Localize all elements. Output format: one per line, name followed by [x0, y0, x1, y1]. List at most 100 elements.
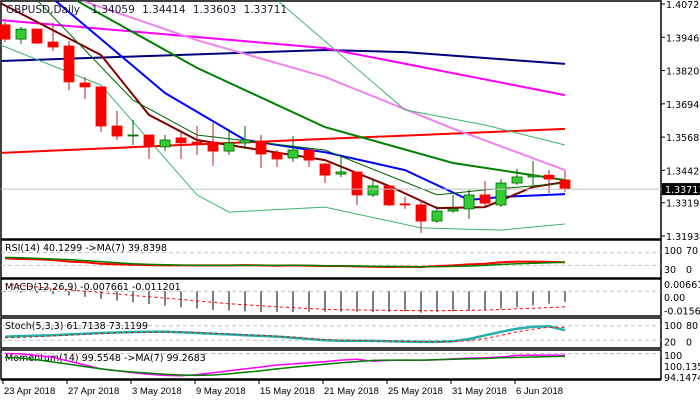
low-value: 1.33603	[193, 4, 236, 16]
candle	[399, 197, 411, 209]
price-tick-label: 1.39460	[666, 33, 700, 44]
candle	[63, 40, 75, 91]
candle-body	[543, 174, 555, 180]
candle	[255, 134, 267, 168]
macd-axis-label: 0.00	[664, 293, 685, 304]
candle	[351, 171, 363, 205]
macd-panel[interactable]: MACD(12,26,9) -0.007661 -0.011201 0.00661…	[0, 278, 700, 318]
price-tick-label: 1.34420	[666, 166, 700, 177]
candle	[303, 149, 315, 167]
candle	[271, 150, 283, 167]
candle-body	[63, 45, 75, 83]
candle	[239, 126, 251, 149]
candlesticks	[0, 21, 571, 233]
bollinger-upper-line	[277, 1, 566, 146]
candle	[31, 28, 43, 44]
candle-body	[0, 24, 11, 40]
open-value: 1.34059	[91, 4, 134, 16]
candle-body	[143, 134, 155, 147]
candle	[415, 199, 427, 233]
candle-body	[303, 149, 315, 161]
stoch-axis-label: 20	[664, 338, 676, 349]
candle-body	[463, 194, 475, 210]
candle-body	[319, 163, 331, 176]
candle	[143, 134, 155, 160]
stoch-main-line	[4, 325, 566, 344]
current-price-label: 1.33711	[665, 185, 700, 196]
candle	[175, 129, 187, 160]
momentum-ma-line	[4, 355, 566, 377]
candle	[223, 128, 235, 156]
candle	[431, 206, 443, 223]
time-axis: 23 Apr 2018 27 Apr 2018 3 May 2018 9 May 20…	[2, 380, 563, 397]
candle-body	[31, 28, 43, 44]
macd-axis-label: -0.015688	[664, 307, 700, 318]
candle-body	[15, 28, 27, 40]
rsi-axis-label: 0	[686, 265, 692, 276]
rsi-axis-label: 70	[686, 246, 698, 257]
rsi-axis-label: 100	[664, 246, 682, 257]
price-tick-label: 1.33195	[666, 199, 700, 210]
momentum-axis-label: 94.1474	[664, 373, 700, 384]
momentum-panel[interactable]: Momentum(14) 99.5548 ->MA(7) 99.2683 1001…	[0, 349, 700, 384]
ma-red-line	[1, 127, 566, 154]
stochastic-panel[interactable]: Stoch(5,3,3) 61.7138 73.1199 100 80 20 0	[0, 317, 698, 349]
candle	[495, 179, 507, 208]
candle-body	[383, 185, 395, 206]
momentum-label: Momentum(14) 99.5548 ->MA(7) 99.2683	[5, 353, 206, 364]
candle-body	[111, 125, 123, 137]
high-value: 1.34414	[142, 4, 186, 16]
candle-body	[447, 208, 459, 212]
price-tick-label: 1.40720	[666, 0, 700, 11]
date-tick-label: 25 May 2018	[388, 386, 443, 397]
candle-body	[415, 204, 427, 222]
candle-body	[239, 139, 251, 144]
candle-body	[479, 194, 491, 204]
date-tick-label: 15 May 2018	[260, 386, 315, 397]
candle	[287, 136, 299, 162]
candle-body	[287, 149, 299, 159]
price-axis: 1.40720 1.39460 1.38200 1.36940 1.35680 1.344…	[661, 0, 700, 243]
candle-body	[351, 171, 363, 196]
current-price-tag: 1.33711	[662, 183, 700, 196]
momentum-axis-label: 100	[664, 351, 682, 362]
candle-body	[127, 134, 139, 137]
price-tick-label: 1.35680	[666, 133, 700, 144]
macd-label: MACD(12,26,9) -0.007661 -0.011201	[5, 282, 181, 293]
candle-body	[527, 174, 539, 178]
candle-body	[175, 137, 187, 144]
price-tick-label: 1.31935	[666, 232, 700, 243]
symbol-title: GBPUSD,Daily	[6, 4, 80, 16]
bollinger-lower-line	[1, 44, 566, 231]
current-price-box	[662, 183, 700, 196]
rsi-ma-line	[4, 256, 566, 268]
candle-body	[511, 176, 523, 184]
rsi-axis-label: 30	[664, 265, 676, 276]
candle-body	[431, 210, 443, 222]
candle	[79, 76, 91, 100]
candle	[159, 134, 171, 152]
candle	[511, 169, 523, 185]
ma-navy-line	[1, 48, 566, 65]
date-tick-label: 31 May 2018	[452, 386, 507, 397]
candle-body	[559, 179, 571, 190]
candle-body	[399, 203, 411, 206]
candle-body	[271, 152, 283, 160]
price-tick-label: 1.38200	[666, 67, 700, 78]
date-tick-label: 6 Jun 2018	[516, 386, 563, 397]
stoch-axis-label: 100	[664, 321, 682, 332]
candle	[479, 180, 491, 207]
candle	[15, 26, 27, 44]
chart-title: GBPUSD,Daily 1.34059 1.34414 1.33603 1.3…	[6, 4, 287, 16]
stoch-axis-label: 0	[686, 338, 692, 349]
date-tick-label: 23 Apr 2018	[4, 386, 55, 397]
price-panel[interactable]: GBPUSD,Daily 1.34059 1.34414 1.33603 1.3…	[0, 0, 662, 240]
candle	[0, 21, 11, 43]
date-tick-label: 3 May 2018	[132, 386, 182, 397]
rsi-panel[interactable]: RSI(14) 40.1299 ->MA(7) 39.8398 100 70 30 0	[0, 239, 698, 279]
rsi-label: RSI(14) 40.1299 ->MA(7) 39.8398	[5, 243, 167, 254]
candle	[95, 86, 107, 133]
candle-body	[95, 86, 107, 127]
candle-body	[159, 139, 171, 148]
